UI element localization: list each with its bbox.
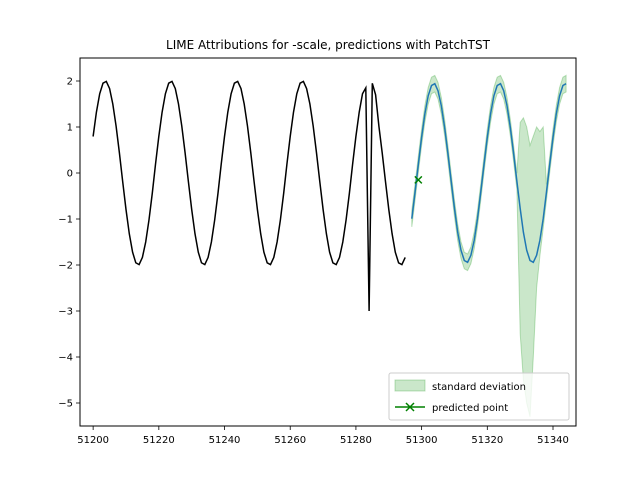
y-tick-label: −2	[58, 261, 73, 272]
x-tick-label: 51220	[143, 435, 175, 446]
legend-label-band: standard deviation	[432, 382, 526, 393]
chart-title: LIME Attributions for -scale, prediction…	[166, 38, 491, 52]
plot-area	[92, 74, 567, 417]
x-tick-label: 51240	[209, 435, 241, 446]
x-tick-label: 51340	[537, 435, 569, 446]
x-tick-label: 51280	[340, 435, 372, 446]
series-history-line	[92, 80, 406, 312]
legend-box	[388, 372, 570, 421]
predicted-point-marker	[414, 175, 423, 184]
y-tick-label: −1	[58, 215, 73, 226]
x-tick-label: 51320	[471, 435, 503, 446]
legend: standard deviation predicted point	[388, 372, 570, 421]
x-tick-label: 51200	[77, 435, 109, 446]
y-tick-label: −4	[58, 353, 73, 364]
y-tick-label: 0	[67, 169, 73, 180]
axes: 51200 51220 51240 51260 51280 51300 51320 51340…	[58, 57, 577, 446]
y-tick-label: −5	[58, 399, 73, 410]
y-tick-label: 1	[67, 123, 73, 134]
legend-label-point: predicted point	[432, 403, 508, 414]
std-band	[411, 74, 567, 417]
legend-swatch-marker	[405, 402, 415, 412]
x-tick-label: 51300	[406, 435, 438, 446]
series-prediction-line	[411, 82, 567, 264]
axes-frame	[79, 57, 577, 427]
y-tick-label: −3	[58, 307, 73, 318]
y-tick-label: 2	[67, 77, 73, 88]
legend-swatch-band	[394, 379, 426, 392]
x-tick-label: 51260	[274, 435, 306, 446]
